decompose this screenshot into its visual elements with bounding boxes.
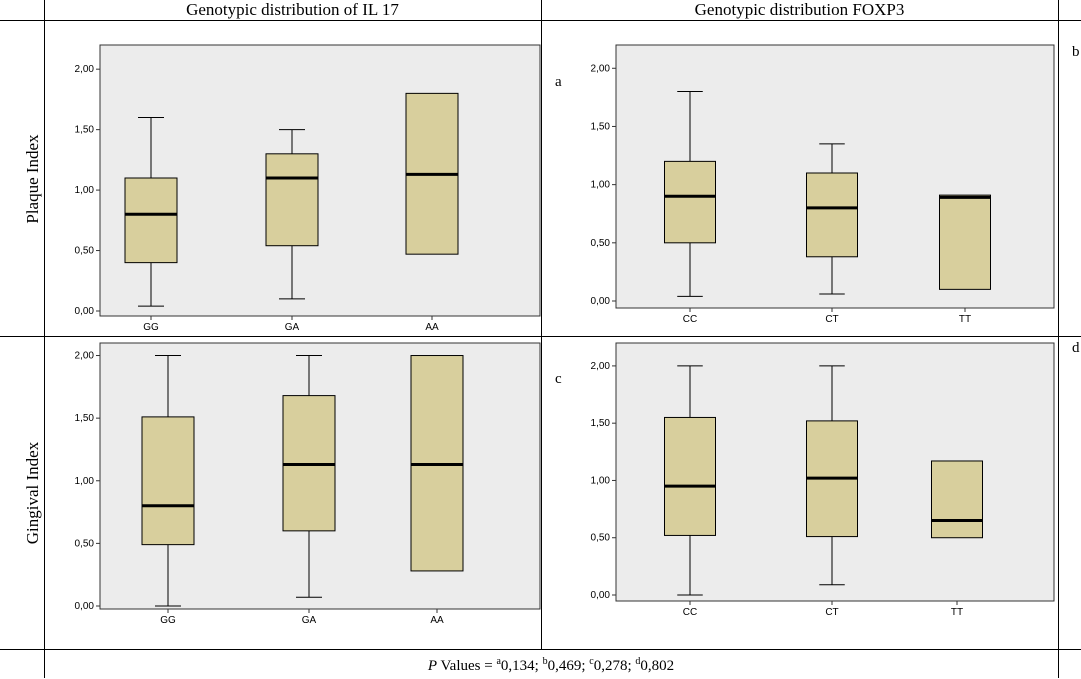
y-tick-label: 2,00: [591, 361, 611, 372]
y-tick-label: 0,00: [75, 601, 95, 612]
p-sup-a: a: [496, 656, 501, 667]
p-values-footer: P Values = a0,134; b0,469; c0,278; d0,80…: [44, 649, 1058, 674]
panel-label-d: d: [1072, 340, 1080, 356]
x-tick-label: GA: [302, 615, 317, 626]
y-tick-label: 1,50: [75, 125, 95, 136]
y-tick-label: 0,50: [591, 238, 611, 249]
header-il17: Genotypic distribution of IL 17: [186, 0, 399, 19]
y-tick-label: 0,00: [591, 296, 611, 307]
boxplot-chart-plaque-il17: 0,00 0,50 1,00 1,50 2,00 GG GA AA: [75, 44, 541, 333]
row-label-gingival-text: Gingival Index: [23, 441, 42, 545]
y-tick-label: 0,00: [75, 306, 95, 317]
x-tick-label: CC: [683, 607, 697, 618]
y-tick-label: 1,00: [75, 476, 95, 487]
box-iqr: [124, 177, 178, 264]
p-value-a: 0,134: [500, 658, 535, 674]
y-tick-label: 0,50: [75, 246, 95, 257]
y-tick-label: 0,00: [591, 590, 611, 601]
table-border-right: [1058, 0, 1059, 678]
box-iqr: [265, 153, 319, 247]
p-sep-1: ;: [534, 658, 543, 674]
x-tick-label: AA: [425, 322, 439, 333]
x-tick-label: GG: [143, 322, 159, 333]
table-row-divider-1: [0, 20, 1081, 21]
y-tick-label: 2,00: [591, 63, 611, 74]
y-tick-label: 1,00: [591, 180, 611, 191]
box-iqr: [664, 160, 716, 244]
y-tick-label: 1,50: [75, 413, 95, 424]
y-tick-label: 1,50: [591, 121, 611, 132]
y-tick-label: 1,00: [591, 475, 611, 486]
boxplot-chart-plaque-foxp3: 0,00 0,50 1,00 1,50 2,00 CC CT TT: [591, 44, 1055, 325]
x-tick-label: AA: [430, 615, 444, 626]
x-tick-label: CT: [825, 314, 838, 325]
row-label-plaque-text: Plaque Index: [23, 133, 42, 224]
table-border-left: [44, 0, 45, 678]
p-sup-c: c: [589, 656, 594, 667]
p-value-d: 0,802: [640, 658, 675, 674]
x-tick-label: TT: [951, 607, 963, 618]
y-tick-label: 0,50: [591, 533, 611, 544]
boxplot-chart-gingival-il17: 0,00 0,50 1,00 1,50 2,00 GG GA AA: [75, 342, 541, 626]
table-row-divider-2: [0, 336, 1081, 337]
box-iqr: [939, 194, 991, 290]
table-row-divider-3: [0, 649, 1081, 650]
y-tick-label: 2,00: [75, 351, 95, 362]
p-sep-2: ;: [581, 658, 590, 674]
x-tick-label: GG: [160, 615, 176, 626]
x-tick-label: TT: [959, 314, 971, 325]
p-sup-b: b: [542, 656, 548, 667]
y-tick-label: 2,00: [75, 64, 95, 75]
p-values-label: Values =: [437, 658, 497, 674]
table-border-middle: [541, 0, 542, 649]
x-tick-label: GA: [285, 322, 300, 333]
header-foxp3: Genotypic distribution FOXP3: [694, 0, 905, 19]
box-iqr: [931, 460, 983, 539]
y-tick-label: 1,00: [75, 185, 95, 196]
box-iqr: [664, 416, 716, 536]
x-tick-label: CT: [825, 607, 838, 618]
p-symbol: P: [427, 658, 438, 674]
box-iqr: [141, 416, 195, 546]
p-value-c: 0,278: [593, 658, 628, 674]
panel-label-b: b: [1072, 44, 1080, 60]
row-label-gingival-index: Gingival Index: [22, 337, 44, 649]
p-value-b: 0,469: [547, 658, 582, 674]
panel-label-a: a: [555, 74, 562, 90]
row-label-plaque-index: Plaque Index: [22, 21, 44, 336]
panel-label-c: c: [555, 371, 562, 387]
p-sup-d: d: [635, 656, 641, 667]
p-sep-3: ;: [627, 658, 636, 674]
y-tick-label: 0,50: [75, 538, 95, 549]
x-tick-label: CC: [683, 314, 697, 325]
boxplot-chart-gingival-foxp3: 0,00 0,50 1,00 1,50 2,00 CC CT TT: [591, 342, 1055, 618]
box-iqr: [806, 172, 858, 258]
y-tick-label: 1,50: [591, 418, 611, 429]
